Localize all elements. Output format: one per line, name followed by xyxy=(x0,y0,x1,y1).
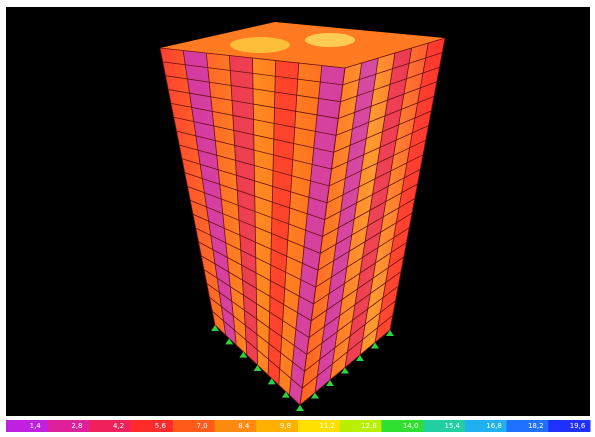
top-hotspot xyxy=(305,33,355,47)
color-swatch xyxy=(256,420,298,432)
color-label: 2,8 xyxy=(71,422,82,430)
color-label: 9,8 xyxy=(280,422,291,430)
color-label: 5,6 xyxy=(155,422,167,430)
screenshot: 1,4 2,8 4,2 5,6 7,0 8,4 9,8 11,2 12,6 14,0 15,4 16,… xyxy=(0,0,595,437)
color-swatch xyxy=(6,420,48,432)
color-label: 18,2 xyxy=(528,422,544,430)
color-label: 8,4 xyxy=(238,422,250,430)
color-bar: 1,4 2,8 4,2 5,6 7,0 8,4 9,8 11,2 12,6 14,0 15,4 16,… xyxy=(6,420,591,432)
color-label: 11,2 xyxy=(319,422,335,430)
color-swatch xyxy=(173,420,215,432)
color-label: 16,8 xyxy=(486,422,502,430)
color-swatch xyxy=(131,420,173,432)
color-label: 1,4 xyxy=(30,422,42,430)
color-label: 4,2 xyxy=(113,422,124,430)
color-label: 7,0 xyxy=(196,422,207,430)
color-label: 19,6 xyxy=(570,422,586,430)
color-label: 14,0 xyxy=(403,422,419,430)
top-hotspot xyxy=(230,37,290,53)
color-label: 15,4 xyxy=(445,422,461,430)
color-swatch xyxy=(89,420,131,432)
color-swatch xyxy=(48,420,90,432)
color-label: 12,6 xyxy=(361,422,377,430)
color-swatch xyxy=(215,420,257,432)
